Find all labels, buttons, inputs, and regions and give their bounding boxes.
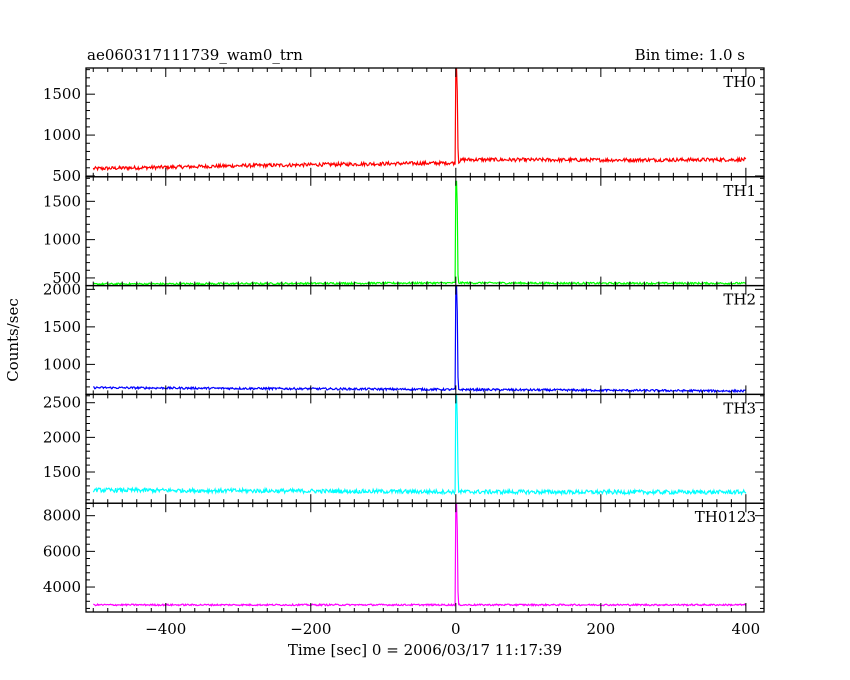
y-tick-label: 2000 (43, 280, 81, 298)
y-tick-label: 2500 (43, 394, 81, 412)
panel-th3: 1500 2000 2500 TH3 (43, 393, 765, 504)
panel-label-th0: TH0 (723, 73, 756, 91)
panel-frame (85, 284, 765, 396)
chart-title-left: ae060317111739_wam0_trn (87, 46, 303, 64)
series-line-th3 (92, 394, 747, 497)
y-tick-label: 500 (52, 167, 81, 185)
panel-label-th1: TH1 (723, 182, 756, 200)
x-tick-label: 400 (732, 620, 761, 638)
series-line-th0123 (93, 503, 747, 607)
panel-frame (85, 393, 765, 504)
y-tick-label: 4000 (43, 578, 81, 596)
x-axis: −400 −200 0 200 400 (145, 620, 760, 638)
x-tick-label: −200 (290, 620, 331, 638)
y-tick-label: 1500 (43, 85, 81, 103)
series-line-th1 (92, 180, 747, 286)
series-line-th2 (93, 285, 746, 394)
y-tick-label: 6000 (43, 542, 81, 560)
panel-label-th2: TH2 (723, 291, 756, 309)
x-tick-label: 200 (587, 620, 616, 638)
y-tick-label: 1500 (43, 192, 81, 210)
panel-th1: 500 1000 1500 TH1 (43, 176, 765, 287)
panel-th2: 1000 1500 2000 TH2 (43, 280, 765, 396)
y-tick-label: 1000 (43, 231, 81, 249)
chart-title-right: Bin time: 1.0 s (635, 46, 745, 64)
panel-frame (85, 176, 765, 287)
y-tick-label: 1000 (43, 355, 81, 373)
panel-th0123: 4000 6000 8000 TH0123 (43, 502, 765, 613)
x-axis-label: Time [sec] 0 = 2006/03/17 11:17:39 (288, 641, 562, 659)
series-line-th0 (92, 68, 747, 172)
panel-label-th0123: TH0123 (695, 508, 756, 526)
x-tick-label: −400 (145, 620, 186, 638)
y-tick-label: 1500 (43, 463, 81, 481)
y-axis-label: Counts/sec (4, 298, 22, 382)
panels-group: 500 1000 1500 TH0 500 1000 1500 TH1 1000 1500 2000… (43, 67, 765, 613)
y-tick-label: 500 (52, 269, 81, 287)
x-tick-label: 0 (451, 620, 461, 638)
y-tick-label: 1000 (43, 126, 81, 144)
panel-th0: 500 1000 1500 TH0 (43, 67, 765, 185)
panel-frame (85, 67, 765, 178)
panel-frame (85, 502, 765, 613)
panel-label-th3: TH3 (723, 399, 756, 417)
y-tick-label: 1500 (43, 318, 81, 336)
y-tick-label: 2000 (43, 428, 81, 446)
y-tick-label: 8000 (43, 507, 81, 525)
